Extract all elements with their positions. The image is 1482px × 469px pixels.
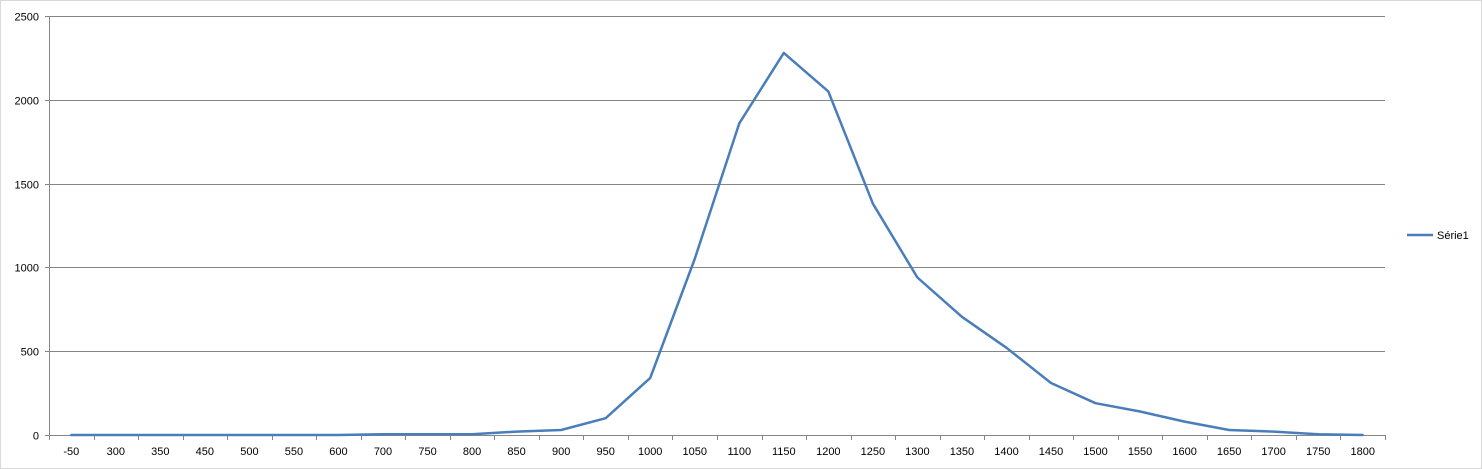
x-tick-label-1700: 1700 — [1261, 446, 1285, 458]
x-tick-label-1000: 1000 — [638, 446, 662, 458]
x-tick-label-850: 850 — [507, 446, 525, 458]
x-tick-label-800: 800 — [463, 446, 481, 458]
x-tick-label-700: 700 — [374, 446, 392, 458]
axes — [45, 16, 1386, 440]
x-tick-label-1100: 1100 — [727, 446, 751, 458]
x-tick-label-1500: 1500 — [1083, 446, 1107, 458]
x-tick-label-550: 550 — [285, 446, 303, 458]
x-tick-labels: -50 300 350 450 500 550 600 700 750 800 850 900 950 1… — [63, 446, 1375, 458]
x-tick-label--50: -50 — [63, 446, 79, 458]
y-tick-labels: 0 500 1000 1500 2000 2500 — [15, 12, 39, 443]
x-tick-label-1200: 1200 — [816, 446, 840, 458]
grid-lines — [49, 16, 1385, 352]
x-tick-label-1650: 1650 — [1217, 446, 1241, 458]
x-tick-label-1300: 1300 — [905, 446, 929, 458]
y-tick-label-1000: 1000 — [15, 263, 39, 275]
x-tick-label-1050: 1050 — [682, 446, 706, 458]
x-tick-label-1450: 1450 — [1039, 446, 1063, 458]
x-tick-label-1400: 1400 — [994, 446, 1018, 458]
x-tick-label-1600: 1600 — [1172, 446, 1196, 458]
x-tick-label-900: 900 — [552, 446, 570, 458]
x-tick-label-300: 300 — [107, 446, 125, 458]
series-line-0 — [70, 51, 1364, 437]
y-tick-label-2000: 2000 — [15, 96, 39, 108]
x-tick-label-500: 500 — [240, 446, 258, 458]
y-tick-label-0: 0 — [33, 431, 39, 443]
x-tick-label-350: 350 — [151, 446, 169, 458]
legend-label-0: Série1 — [1437, 230, 1469, 242]
x-tick-label-1550: 1550 — [1128, 446, 1152, 458]
y-tick-label-1500: 1500 — [15, 180, 39, 192]
x-tick-label-450: 450 — [196, 446, 214, 458]
x-tick-label-1150: 1150 — [772, 446, 796, 458]
x-tick-label-750: 750 — [418, 446, 436, 458]
y-tick-label-500: 500 — [21, 347, 39, 359]
y-tick-label-2500: 2500 — [15, 12, 39, 24]
x-tick-label-1800: 1800 — [1350, 446, 1374, 458]
series-layer — [70, 51, 1364, 437]
x-tick-label-1250: 1250 — [861, 446, 885, 458]
x-tick-label-1350: 1350 — [950, 446, 974, 458]
x-tick-label-600: 600 — [329, 446, 347, 458]
x-tick-label-950: 950 — [596, 446, 614, 458]
x-tick-label-1750: 1750 — [1306, 446, 1330, 458]
legend: Série1 — [1407, 230, 1469, 242]
